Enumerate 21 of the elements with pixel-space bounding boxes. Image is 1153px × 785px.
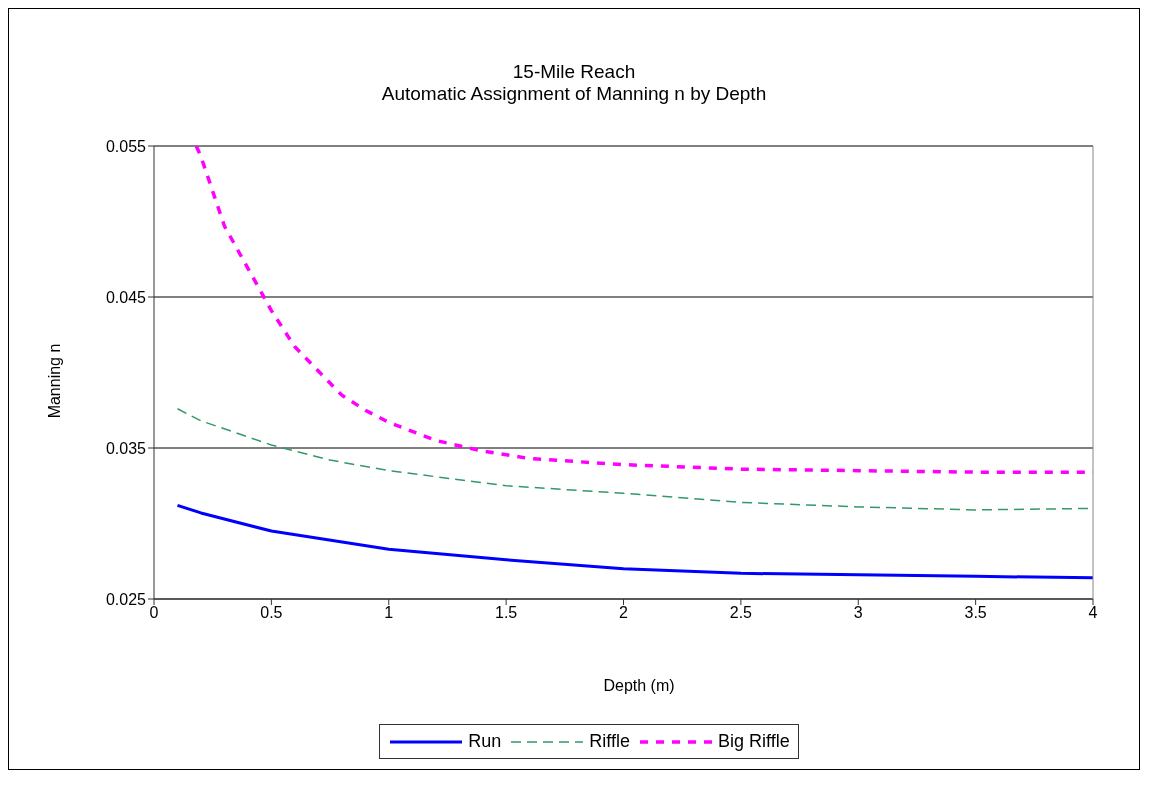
y-tick-label: 0.025: [105, 590, 147, 608]
x-tick-label: 2: [619, 604, 629, 622]
x-tick-label: 3.5: [964, 604, 987, 622]
chart-subtitle: Automatic Assignment of Manning n by Depth: [380, 83, 768, 105]
x-tick-label: 1: [384, 604, 394, 622]
y-tick-label: 0.055: [105, 137, 147, 155]
x-tick-label: 1.5: [495, 604, 518, 622]
y-tick-label: 0.045: [105, 288, 147, 306]
chart-title: 15-Mile Reach: [511, 61, 637, 83]
line-series: [175, 503, 1093, 580]
x-axis-title: Depth (m): [602, 677, 676, 695]
x-tick-label: 4: [1088, 604, 1098, 622]
x-tick-label: 0.5: [260, 604, 283, 622]
x-tick-label: 0: [149, 604, 159, 622]
legend-label: Riffle: [588, 731, 630, 752]
legend-label: Big Riffle: [717, 731, 790, 752]
y-axis-title: Manning n: [46, 343, 64, 419]
legend-label: Run: [467, 731, 502, 752]
y-tick-label: 0.035: [105, 439, 147, 457]
x-tick-label: 2.5: [729, 604, 753, 622]
x-tick-label: 3: [853, 604, 863, 622]
